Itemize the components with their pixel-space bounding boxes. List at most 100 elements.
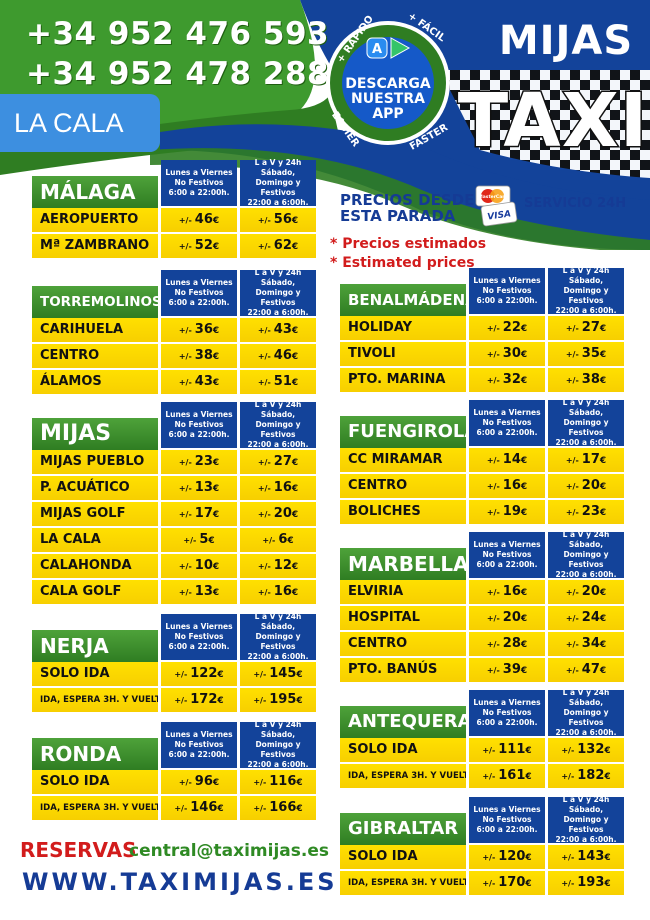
price-weekend: +/- 51€ <box>240 370 316 394</box>
price-weekday: +/- 46€ <box>161 208 237 232</box>
price-weekday: +/- 38€ <box>161 344 237 368</box>
price-weekend: +/- 12€ <box>240 554 316 578</box>
destination-name: CENTRO <box>340 474 466 498</box>
price-weekday: +/- 22€ <box>469 316 545 340</box>
reservations-email-link[interactable]: central@taximijas.es <box>129 841 329 861</box>
destination-name: Mª ZAMBRANO <box>32 234 158 258</box>
city-name: MIJAS <box>32 418 158 450</box>
price-weekend: +/- 193€ <box>548 871 624 895</box>
price-weekday: +/- 13€ <box>161 580 237 604</box>
google-play-icon <box>390 37 411 59</box>
price-weekend: +/- 27€ <box>240 450 316 474</box>
price-weekend: +/- 62€ <box>240 234 316 258</box>
destination-name: BOLICHES <box>340 500 466 524</box>
reservations-label: RESERVAS <box>20 838 137 862</box>
column-header-weekday: Lunes a Viernes No Festivos 6:00 a 22:00… <box>469 690 545 736</box>
destination-name: IDA, ESPERA 3H. Y VUELTA <box>32 688 158 712</box>
city-name: FUENGIROLA <box>340 416 466 448</box>
price-weekday: +/- 30€ <box>469 342 545 366</box>
column-header-weekday: Lunes a Viernes No Festivos 6:00 a 22:00… <box>469 532 545 578</box>
destination-name: MIJAS PUEBLO <box>32 450 158 474</box>
price-weekday: +/- 96€ <box>161 770 237 794</box>
destination-name: SOLO IDA <box>32 770 158 794</box>
disclaimer-english: * Estimated prices <box>330 255 475 271</box>
price-weekday: +/- 32€ <box>469 368 545 392</box>
destination-name: SOLO IDA <box>340 738 466 762</box>
city-name: RONDA <box>32 738 158 770</box>
destination-name: P. ACUÁTICO <box>32 476 158 500</box>
phone-number-2[interactable]: +34 952 478 288 <box>26 56 330 92</box>
price-weekend: +/- 16€ <box>240 580 316 604</box>
price-weekday: +/- 43€ <box>161 370 237 394</box>
column-header-weekend: L a V y 24h Sábado, Domingo y Festivos 2… <box>548 398 624 447</box>
destination-name: IDA, ESPERA 3H. Y VUELTA <box>32 796 158 820</box>
price-weekday: +/- 120€ <box>469 845 545 869</box>
price-weekday: +/- 39€ <box>469 658 545 682</box>
column-header-weekday: Lunes a Viernes No Festivos 6:00 a 22:00… <box>469 400 545 446</box>
price-weekday: +/- 111€ <box>469 738 545 762</box>
column-header-weekday: Lunes a Viernes No Festivos 6:00 a 22:00… <box>469 268 545 314</box>
price-weekend: +/- 38€ <box>548 368 624 392</box>
column-header-weekday: Lunes a Viernes No Festivos 6:00 a 22:00… <box>161 614 237 660</box>
destination-name: HOSPITAL <box>340 606 466 630</box>
price-weekend: +/- 20€ <box>240 502 316 526</box>
destination-name: ÁLAMOS <box>32 370 158 394</box>
city-name: MÁLAGA <box>32 176 158 208</box>
column-header-weekday: Lunes a Viernes No Festivos 6:00 a 22:00… <box>469 797 545 843</box>
price-weekday: +/- 16€ <box>469 580 545 604</box>
destination-name: CC MIRAMAR <box>340 448 466 472</box>
phone-number-1[interactable]: +34 952 476 593 <box>26 16 330 52</box>
column-header-weekend: L a V y 24h Sábado, Domingo y Festivos 2… <box>240 268 316 317</box>
price-weekday: +/- 36€ <box>161 318 237 342</box>
destination-name: SOLO IDA <box>340 845 466 869</box>
price-weekend: +/- 182€ <box>548 764 624 788</box>
destination-name: PTO. MARINA <box>340 368 466 392</box>
price-weekend: +/- 24€ <box>548 606 624 630</box>
destination-name: CENTRO <box>340 632 466 656</box>
column-header-weekend: L a V y 24h Sábado, Domingo y Festivos 2… <box>548 795 624 844</box>
app-badge-line-2: NUESTRA <box>351 91 425 107</box>
city-name: TORREMOLINOS <box>32 286 158 318</box>
price-weekday: +/- 161€ <box>469 764 545 788</box>
app-badge-line-1: DESCARGA <box>345 76 431 92</box>
price-weekday: +/- 170€ <box>469 871 545 895</box>
column-header-weekend: L a V y 24h Sábado, Domingo y Festivos 2… <box>240 158 316 207</box>
destination-name: LA CALA <box>32 528 158 552</box>
price-weekday: +/- 172€ <box>161 688 237 712</box>
destination-name: MIJAS GOLF <box>32 502 158 526</box>
destination-name: CALAHONDA <box>32 554 158 578</box>
visa-label: VISA <box>487 209 512 222</box>
column-header-weekend: L a V y 24h Sábado, Domingo y Festivos 2… <box>548 530 624 579</box>
price-weekend: +/- 35€ <box>548 342 624 366</box>
price-weekend: +/- 143€ <box>548 845 624 869</box>
column-header-weekend: L a V y 24h Sábado, Domingo y Festivos 2… <box>240 720 316 769</box>
price-weekday: +/- 23€ <box>161 450 237 474</box>
price-weekday: +/- 28€ <box>469 632 545 656</box>
price-weekday: +/- 17€ <box>161 502 237 526</box>
app-store-icon: A <box>366 37 388 59</box>
price-weekend: +/- 16€ <box>240 476 316 500</box>
price-weekend: +/- 27€ <box>548 316 624 340</box>
price-weekday: +/- 122€ <box>161 662 237 686</box>
app-download-badge[interactable]: A <box>323 18 453 148</box>
column-header-weekend: L a V y 24h Sábado, Domingo y Festivos 2… <box>240 400 316 449</box>
city-name: BENALMÁDENA <box>340 284 466 316</box>
svg-text:A: A <box>372 42 382 57</box>
website-link[interactable]: WWW.TAXIMIJAS.ES <box>22 868 338 896</box>
app-badge-line-3: APP <box>372 106 404 122</box>
price-weekend: +/- 20€ <box>548 580 624 604</box>
price-weekend: +/- 43€ <box>240 318 316 342</box>
destination-name: CALA GOLF <box>32 580 158 604</box>
price-weekday: +/- 20€ <box>469 606 545 630</box>
city-name: GIBRALTAR <box>340 813 466 845</box>
price-weekend: +/- 47€ <box>548 658 624 682</box>
price-weekend: +/- 166€ <box>240 796 316 820</box>
destination-name: AEROPUERTO <box>32 208 158 232</box>
city-name: MARBELLA <box>340 548 466 580</box>
price-weekday: +/- 146€ <box>161 796 237 820</box>
price-weekday: +/- 52€ <box>161 234 237 258</box>
price-weekday: +/- 16€ <box>469 474 545 498</box>
price-weekend: +/- 116€ <box>240 770 316 794</box>
column-header-weekday: Lunes a Viernes No Festivos 6:00 a 22:00… <box>161 722 237 768</box>
price-weekday: +/- 19€ <box>469 500 545 524</box>
